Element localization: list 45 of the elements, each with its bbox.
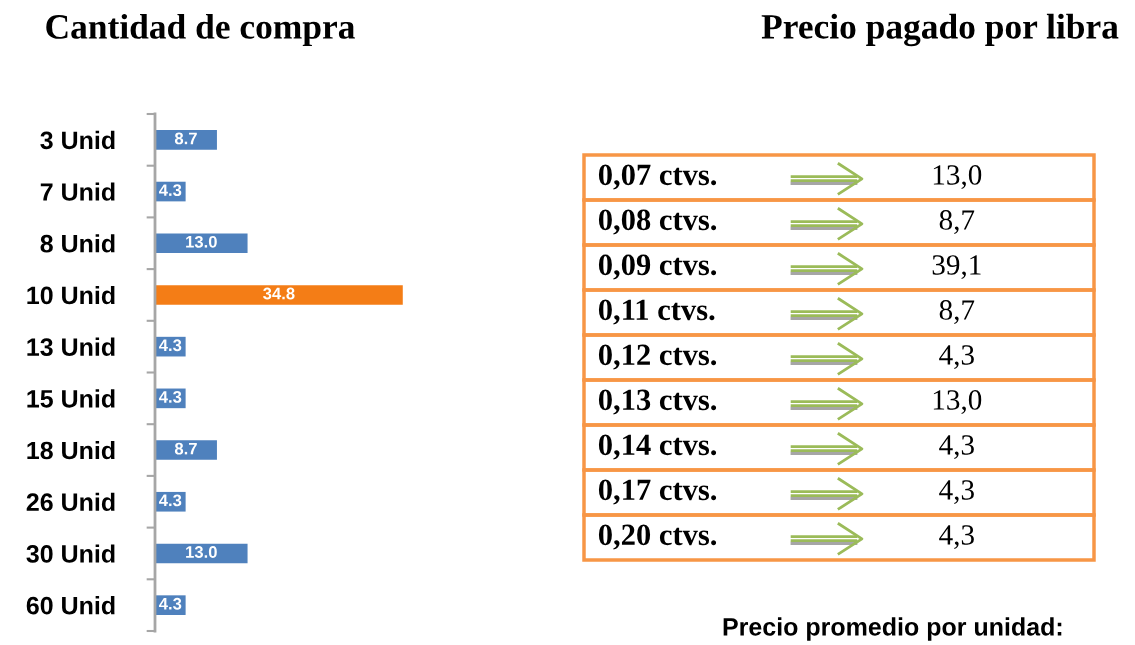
chart-title: Cantidad de compra — [46, 13, 355, 47]
category-label: 0,11 ctvs. — [598, 299, 715, 325]
y-tick-label: 60 Unid — [26, 596, 115, 615]
text: Precio pagado por libra — [761, 13, 1119, 47]
category-label: 0,12 ctvs. — [598, 344, 717, 370]
bar — [155, 285, 403, 305]
bar — [155, 233, 248, 254]
data-label: 4.3 — [158, 184, 182, 197]
data-label: 13.0 — [186, 235, 217, 248]
data-label: 4,3 — [939, 525, 974, 549]
data-label: 8.7 — [174, 442, 197, 455]
bar — [155, 440, 217, 460]
text: Precio promedio por unidad: — [723, 617, 1062, 641]
category-label: 0,08 ctvs. — [598, 209, 717, 235]
category-label: 0,20 ctvs. — [598, 524, 717, 550]
data-label: 8.7 — [174, 132, 197, 145]
y-tick-label: 7 Unid — [40, 182, 115, 201]
category-label: 0,14 ctvs. — [598, 434, 717, 460]
y-tick-label: 10 Unid — [27, 285, 115, 305]
data-label: 13,0 — [933, 390, 982, 414]
data-label: 39,1 — [932, 255, 981, 279]
y-tick-label: 3 Unid — [40, 130, 115, 150]
data-label: 4,3 — [939, 345, 974, 369]
data-label: 4.3 — [158, 339, 182, 352]
y-tick-label: 8 Unid — [40, 234, 115, 253]
data-label: 8,7 — [939, 210, 975, 234]
category-label: 0,13 ctvs. — [598, 389, 717, 415]
data-label: 4.3 — [158, 597, 182, 610]
bar — [155, 130, 217, 150]
data-label: 13,0 — [933, 165, 982, 189]
data-label: 4,3 — [939, 480, 974, 504]
data-label: 4,3 — [939, 435, 974, 459]
y-tick-label: 15 Unid — [27, 389, 115, 408]
category-label: 0,07 ctvs. — [598, 164, 717, 190]
data-label: 8,7 — [939, 300, 975, 324]
category-label: 0,17 ctvs. — [598, 479, 717, 505]
y-tick-label: 13 Unid — [27, 337, 115, 356]
y-tick-label: 26 Unid — [26, 492, 115, 512]
data-label: 34.8 — [263, 287, 295, 300]
y-tick-label: 18 Unid — [27, 440, 115, 460]
y-tick-label: 30 Unid — [26, 544, 115, 563]
data-label: 13.0 — [186, 546, 217, 558]
category-label: 0,09 ctvs. — [598, 254, 717, 280]
data-label: 4.3 — [158, 391, 182, 403]
data-label: 4.3 — [158, 494, 182, 507]
